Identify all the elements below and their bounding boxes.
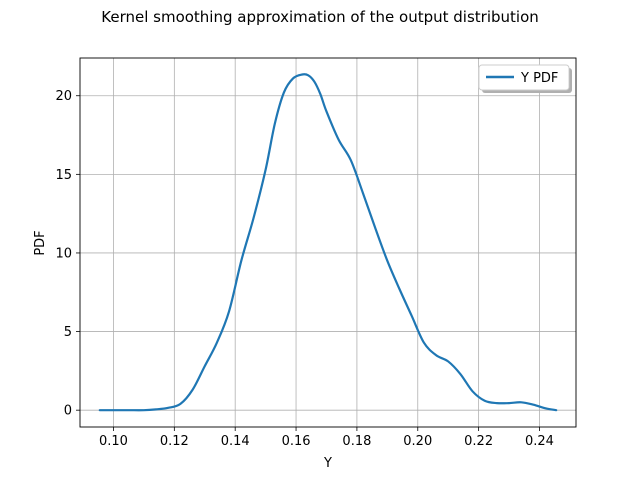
x-tick-label: 0.14: [221, 434, 250, 449]
y-tick-label: 15: [55, 168, 72, 183]
series-layer: [98, 73, 558, 412]
plot-frame: [79, 57, 577, 428]
grid: [80, 58, 576, 427]
series-line: [98, 73, 558, 412]
x-tick-label: 0.18: [342, 434, 371, 449]
legend-box: [478, 64, 570, 91]
x-tick-label: 0.10: [99, 434, 128, 449]
x-axis-label: Y: [323, 456, 332, 471]
x-tick-label: 0.20: [403, 434, 432, 449]
legend: Y PDF: [478, 64, 572, 93]
legend-label: Y PDF: [520, 71, 558, 86]
axis-ticks: 0.10 0.12 0.14 0.16 0.18 0.20 0.22 0.24 0 5 10 15 20: [55, 89, 554, 449]
y-tick-label: 10: [55, 246, 72, 261]
x-tick-label: 0.16: [282, 434, 311, 449]
y-tick-label: 0: [64, 404, 72, 419]
y-tick-label: 5: [64, 325, 72, 340]
y-axis-label: PDF: [33, 230, 48, 255]
chart-title: Kernel smoothing approximation of the ou…: [101, 8, 539, 26]
y-tick-label: 20: [55, 89, 72, 104]
x-tick-label: 0.12: [160, 434, 189, 449]
x-tick-label: 0.24: [525, 434, 554, 449]
x-tick-label: 0.22: [464, 434, 493, 449]
